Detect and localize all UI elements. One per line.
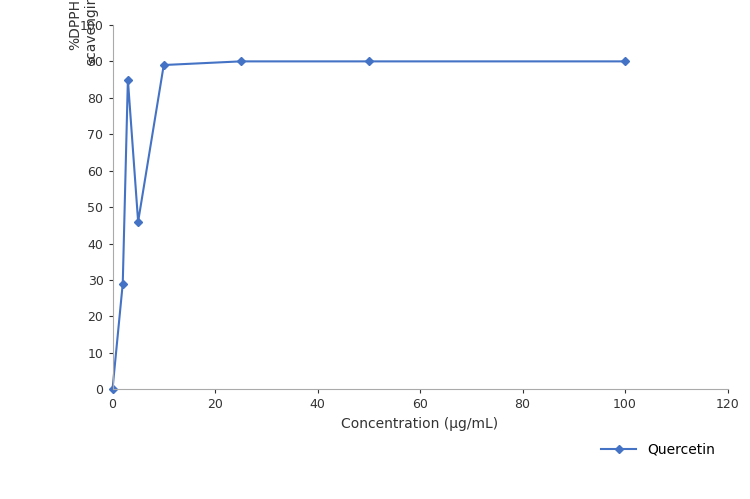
X-axis label: Concentration (µg/mL): Concentration (µg/mL) bbox=[341, 417, 499, 431]
Legend: Quercetin: Quercetin bbox=[596, 437, 721, 463]
Y-axis label: %DPPH
scavenging: %DPPH scavenging bbox=[68, 0, 99, 64]
